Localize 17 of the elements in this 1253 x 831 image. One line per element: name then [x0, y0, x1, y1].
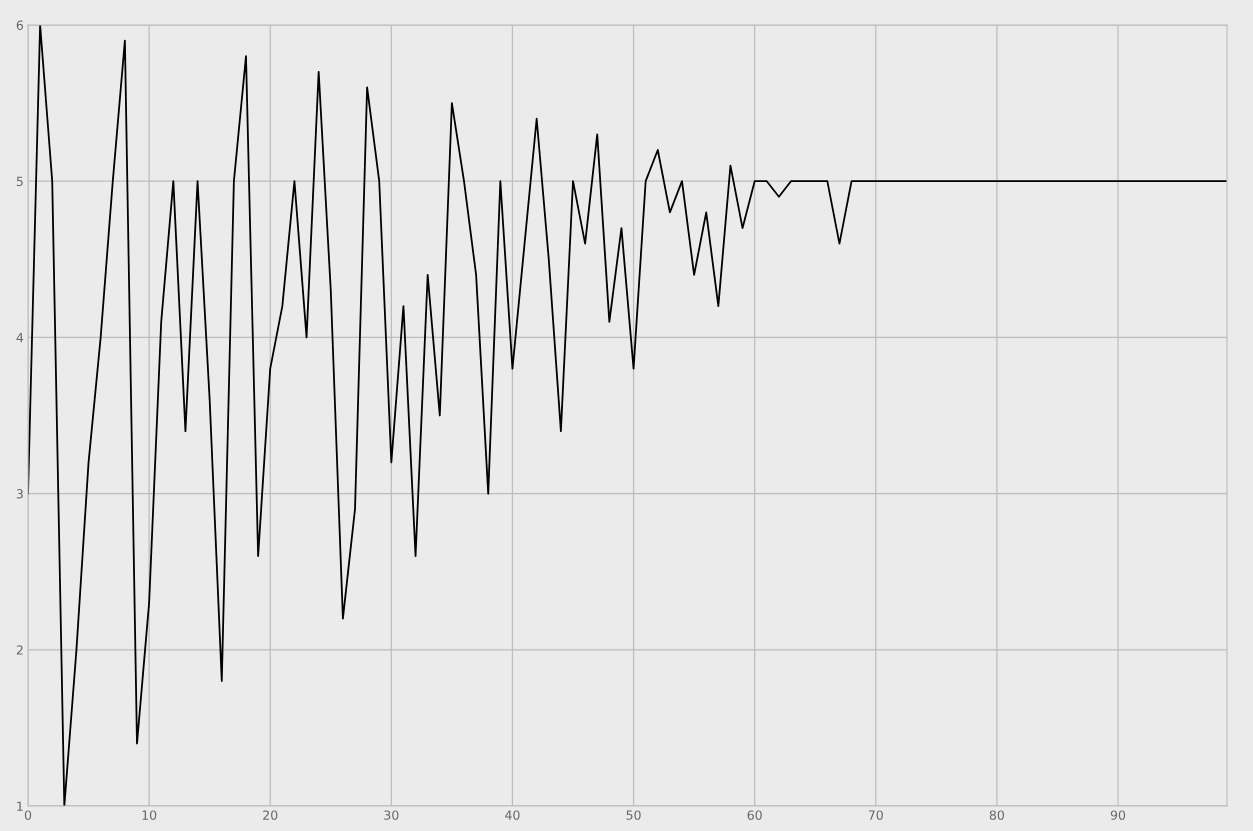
y-tick-label: 5	[16, 176, 23, 187]
line-series	[28, 25, 1227, 806]
y-tick-label: 6	[16, 20, 24, 30]
y-tick-label: 3	[16, 489, 23, 499]
x-tick-label: 0	[24, 810, 32, 820]
x-tick-label: 80	[989, 810, 1005, 820]
x-tick-label: 20	[263, 810, 278, 820]
x-tick-label: 60	[747, 810, 762, 820]
x-tick-label: 10	[142, 810, 157, 820]
x-tick-label: 90	[1110, 810, 1126, 820]
y-tick-label: 2	[16, 645, 23, 655]
x-tick-label: 40	[505, 810, 520, 820]
x-tick-label: 50	[626, 810, 641, 820]
y-tick-label: 4	[16, 333, 24, 343]
x-tick-label: 30	[384, 810, 399, 820]
x-tick-label: 70	[868, 810, 883, 820]
y-tick-label: 1	[17, 801, 23, 811]
